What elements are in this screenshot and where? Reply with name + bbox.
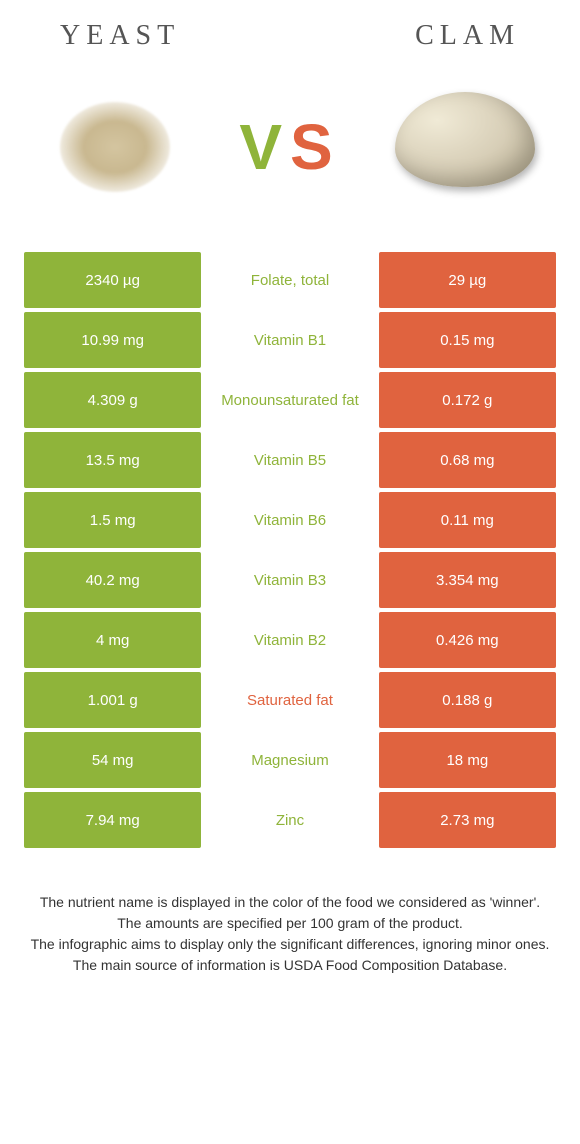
footer-line: The infographic aims to display only the… xyxy=(30,934,550,955)
nutrient-label: Magnesium xyxy=(201,732,378,788)
nutrient-row: 4.309 gMonounsaturated fat0.172 g xyxy=(24,372,556,428)
right-value: 18 mg xyxy=(379,732,556,788)
right-value: 0.15 mg xyxy=(379,312,556,368)
right-value: 3.354 mg xyxy=(379,552,556,608)
header: YEAST CLAM xyxy=(0,0,580,62)
nutrient-row: 13.5 mgVitamin B50.68 mg xyxy=(24,432,556,488)
footer-line: The nutrient name is displayed in the co… xyxy=(30,892,550,913)
nutrient-label: Monounsaturated fat xyxy=(201,372,378,428)
nutrient-label: Vitamin B3 xyxy=(201,552,378,608)
right-value: 0.11 mg xyxy=(379,492,556,548)
nutrient-row: 2340 µgFolate, total29 µg xyxy=(24,252,556,308)
right-value: 0.188 g xyxy=(379,672,556,728)
nutrient-row: 40.2 mgVitamin B33.354 mg xyxy=(24,552,556,608)
right-value: 0.68 mg xyxy=(379,432,556,488)
left-value: 1.001 g xyxy=(24,672,201,728)
yeast-image xyxy=(30,72,200,222)
right-food-title: CLAM xyxy=(415,20,520,52)
left-value: 4.309 g xyxy=(24,372,201,428)
clam-image xyxy=(380,72,550,222)
right-value: 0.172 g xyxy=(379,372,556,428)
nutrient-label: Saturated fat xyxy=(201,672,378,728)
nutrient-row: 1.001 gSaturated fat0.188 g xyxy=(24,672,556,728)
nutrient-table: 2340 µgFolate, total29 µg10.99 mgVitamin… xyxy=(24,252,556,848)
left-value: 54 mg xyxy=(24,732,201,788)
vs-label: VS xyxy=(239,110,340,184)
nutrient-row: 10.99 mgVitamin B10.15 mg xyxy=(24,312,556,368)
nutrient-row: 1.5 mgVitamin B60.11 mg xyxy=(24,492,556,548)
vs-v: V xyxy=(239,111,290,183)
footer: The nutrient name is displayed in the co… xyxy=(0,852,580,976)
vs-s: S xyxy=(290,111,341,183)
left-food-title: YEAST xyxy=(60,20,180,52)
nutrient-label: Vitamin B5 xyxy=(201,432,378,488)
nutrient-label: Vitamin B6 xyxy=(201,492,378,548)
images-row: VS xyxy=(0,62,580,252)
right-value: 29 µg xyxy=(379,252,556,308)
nutrient-row: 4 mgVitamin B20.426 mg xyxy=(24,612,556,668)
left-value: 2340 µg xyxy=(24,252,201,308)
footer-line: The amounts are specified per 100 gram o… xyxy=(30,913,550,934)
left-value: 1.5 mg xyxy=(24,492,201,548)
left-value: 10.99 mg xyxy=(24,312,201,368)
left-value: 7.94 mg xyxy=(24,792,201,848)
footer-line: The main source of information is USDA F… xyxy=(30,955,550,976)
nutrient-label: Vitamin B2 xyxy=(201,612,378,668)
right-value: 2.73 mg xyxy=(379,792,556,848)
left-value: 4 mg xyxy=(24,612,201,668)
nutrient-label: Zinc xyxy=(201,792,378,848)
nutrient-row: 7.94 mgZinc2.73 mg xyxy=(24,792,556,848)
nutrient-label: Folate, total xyxy=(201,252,378,308)
nutrient-label: Vitamin B1 xyxy=(201,312,378,368)
nutrient-row: 54 mgMagnesium18 mg xyxy=(24,732,556,788)
left-value: 40.2 mg xyxy=(24,552,201,608)
right-value: 0.426 mg xyxy=(379,612,556,668)
left-value: 13.5 mg xyxy=(24,432,201,488)
